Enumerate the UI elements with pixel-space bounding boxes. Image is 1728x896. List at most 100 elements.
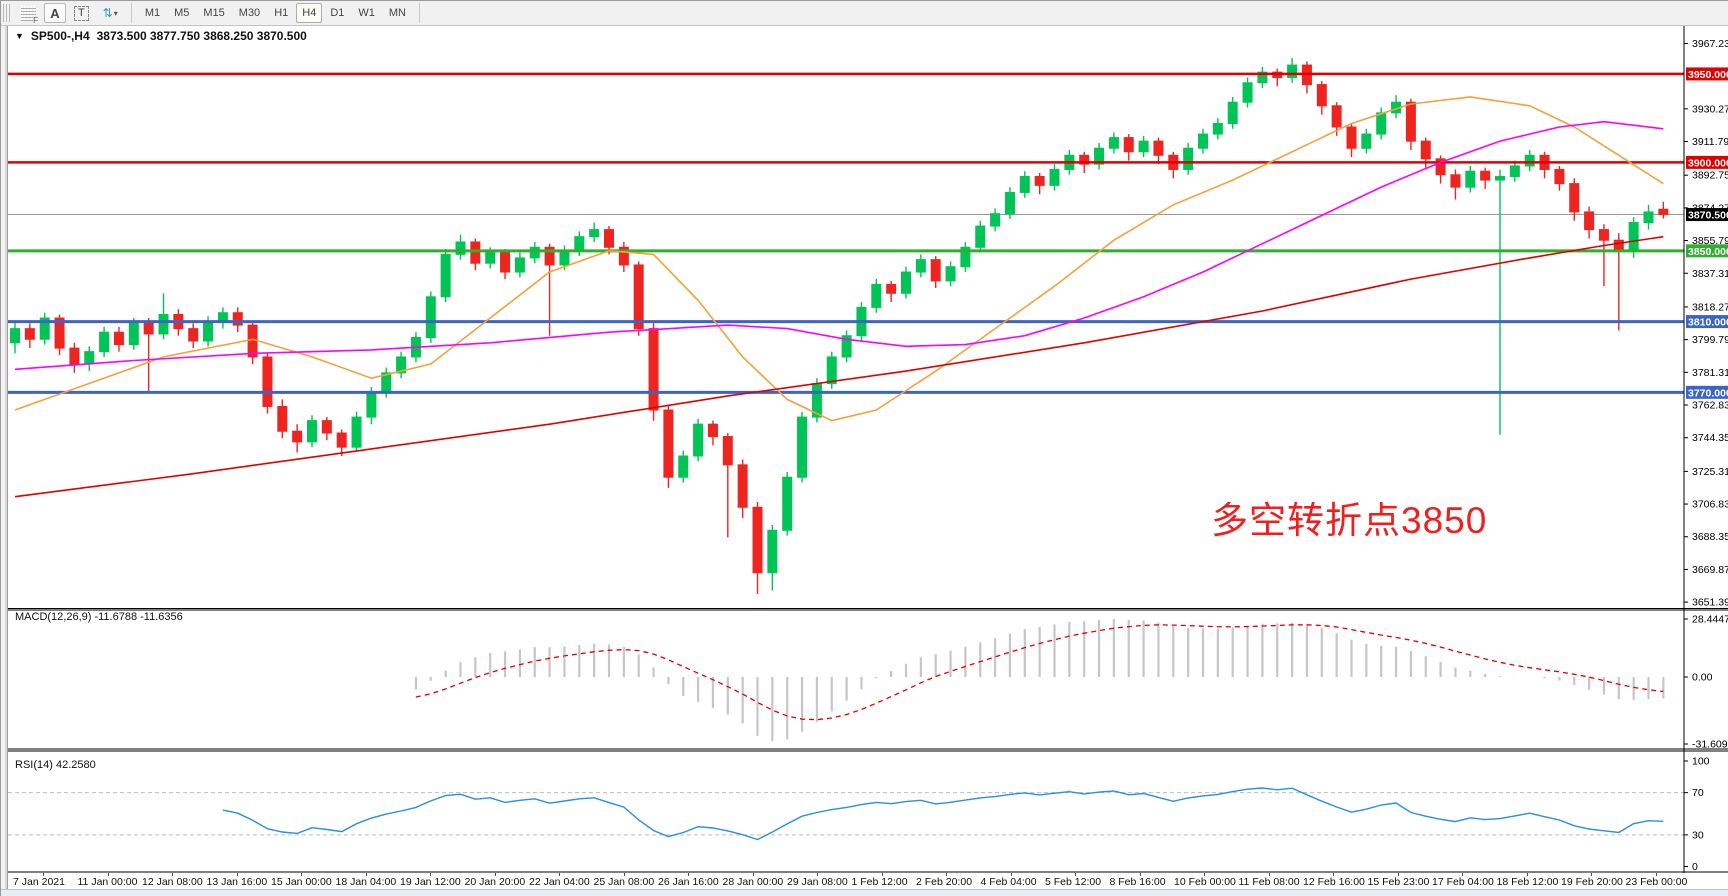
time-axis-label: 17 Feb 04:00 [1432, 876, 1494, 888]
timeframe-button-M5[interactable]: M5 [174, 7, 190, 19]
chart-window[interactable]: ▼ SP500-,H4 3873.500 3877.750 3868.250 3… [1, 26, 1728, 896]
chart-text-annotation[interactable]: 多空转折点3850 [1211, 500, 1488, 541]
symbol-period-label: SP500-,H4 [30, 29, 90, 43]
candle-body [277, 405, 288, 432]
time-tick [1397, 873, 1399, 876]
candle-body [544, 246, 555, 266]
candle-body [945, 266, 956, 282]
candle-body [366, 391, 377, 418]
price-tick-label: 3725.310 [1692, 466, 1728, 478]
time-axis-label: 18 Jan 04:00 [335, 876, 397, 888]
time-tick [1655, 873, 1657, 876]
collapse-triangle-icon[interactable]: ▼ [15, 31, 24, 41]
time-tick [494, 873, 496, 876]
price-tick-label: 3967.230 [1692, 38, 1728, 50]
time-tick [623, 873, 625, 876]
candle-body [693, 423, 704, 457]
timeframe-button-M1[interactable]: M1 [144, 7, 161, 19]
window-left-edge [1, 26, 8, 889]
time-axis-label: 26 Jan 16:00 [658, 876, 719, 888]
timeframe-button-H1[interactable]: H1 [274, 7, 289, 19]
candle-body [767, 529, 778, 574]
candle-body [1108, 137, 1119, 149]
timeframe-button-M15[interactable]: M15 [203, 7, 225, 19]
time-tick [236, 873, 238, 876]
candle-body [589, 229, 600, 238]
candle-body [841, 335, 852, 358]
candle-body [648, 328, 659, 411]
time-tick [1591, 873, 1592, 876]
candle-body [232, 312, 243, 326]
annotate-text-button[interactable]: A [44, 3, 66, 23]
toolbar-grip-handle[interactable] [3, 4, 11, 22]
rsi-tick-label: 70 [1692, 787, 1704, 799]
time-tick [688, 873, 689, 876]
candle-body [1628, 222, 1639, 252]
time-axis[interactable]: 7 Jan 2021 11 Jan 00:00 12 Jan 08:00 13 Jan… [8, 873, 1728, 889]
candle-body [440, 253, 451, 298]
candle-body [1643, 211, 1654, 224]
price-level-badge [1686, 244, 1728, 258]
time-axis-label: 22 Jan 04:00 [529, 876, 590, 888]
price-level-badge-text: 3770.000 [1688, 387, 1728, 399]
time-axis-label: 5 Feb 12:00 [1045, 876, 1102, 888]
price-level-badge [1686, 315, 1728, 329]
candle-body [707, 423, 718, 438]
time-axis-label: 4 Feb 04:00 [980, 876, 1037, 888]
ma-slow-red [14, 235, 1664, 498]
time-axis-label: 12 Feb 16:00 [1303, 876, 1365, 888]
candle-body [1613, 239, 1624, 252]
price-tick-label: 3706.830 [1692, 499, 1728, 511]
timeframe-button-D1[interactable]: D1 [330, 7, 345, 19]
candle-body [663, 409, 674, 478]
candle-body [425, 296, 436, 338]
arrows-tool-button[interactable]: ⇅ ▾ [97, 3, 124, 23]
chart-window-icon[interactable]: F [15, 3, 42, 25]
timeframe-button-W1[interactable]: W1 [358, 7, 375, 19]
candle-body [292, 430, 303, 443]
price-level-badge-text: 3950.000 [1688, 69, 1728, 81]
candle-body [604, 229, 614, 248]
window-bottom-strip [1, 889, 1728, 896]
candle-body [960, 246, 971, 268]
candle-body [826, 356, 837, 384]
time-axis-label: 11 Feb 08:00 [1238, 876, 1300, 888]
toolbar-separator [130, 3, 132, 23]
rsi-panel-plot[interactable]: 100 70 30 0 [8, 750, 1728, 873]
time-tick [172, 873, 173, 876]
price-tick-label: 3930.270 [1692, 103, 1728, 115]
price-tick-label: 3911.790 [1692, 136, 1728, 148]
time-tick [1204, 873, 1205, 876]
candle-body [990, 213, 1001, 227]
rsi-indicator-label: RSI(14) 42.2580 [15, 759, 96, 771]
text-label-button[interactable]: T [68, 3, 95, 23]
candle-body [143, 322, 154, 335]
timeframe-button-H4[interactable]: H4 [296, 3, 323, 23]
macd-panel-plot[interactable]: 28.4447 0.00 -31.6096 [8, 609, 1728, 750]
candle-body [975, 225, 986, 248]
chevron-down-icon: ▾ [113, 8, 118, 18]
price-tick-label: 3837.310 [1692, 268, 1728, 280]
time-tick [1526, 873, 1528, 876]
candle-body [722, 436, 733, 466]
time-tick [107, 873, 109, 876]
candle-body [1420, 140, 1431, 160]
candle-body [1465, 170, 1476, 188]
time-axis-label: 10 Feb 00:00 [1174, 876, 1236, 888]
timeframe-button-MN[interactable]: MN [388, 7, 406, 19]
timeframe-button-M30[interactable]: M30 [238, 7, 261, 19]
price-chart-plot[interactable]: 3967.2303930.2703911.7903892.7503874.270… [8, 26, 1728, 609]
candle-body [1198, 133, 1208, 149]
time-axis-label: 7 Jan 2021 [13, 876, 65, 888]
time-tick [301, 873, 302, 876]
candle-body [1019, 176, 1030, 193]
macd-tick-label: 28.4447 [1692, 614, 1728, 626]
arrows-icon: ⇅ [102, 6, 113, 20]
candle-body [1257, 71, 1268, 84]
macd-tick-label: -31.6096 [1692, 739, 1728, 751]
candle-body [1138, 140, 1149, 153]
candle-body [915, 259, 926, 273]
candle-body [1495, 176, 1505, 181]
candle-body [262, 356, 273, 407]
